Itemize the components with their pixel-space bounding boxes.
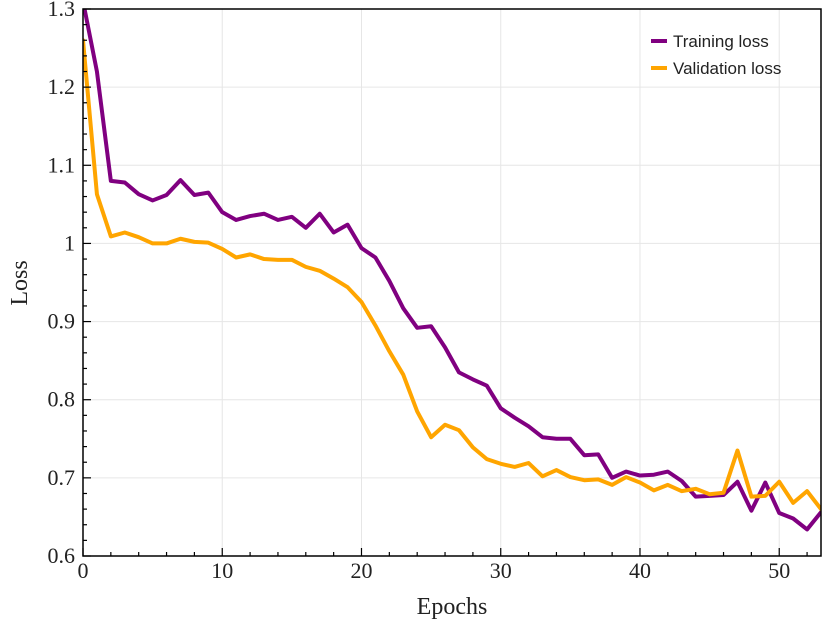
x-tick-label: 20 [350, 558, 372, 583]
legend: Training loss Validation loss [651, 32, 781, 78]
series-layer [83, 9, 821, 532]
tick-layer [82, 8, 808, 557]
x-tick-label: 40 [629, 558, 651, 583]
validation-loss-line [83, 38, 821, 512]
x-tick-label: 30 [490, 558, 512, 583]
plot-frame [82, 8, 822, 557]
y-tick-label: 1.1 [48, 152, 76, 177]
y-tick-label: 0.8 [48, 387, 76, 412]
y-tick-label: 0.9 [48, 309, 76, 334]
y-axis-label: Loss [7, 260, 33, 305]
y-tick-label: 1 [64, 230, 75, 255]
legend-label-training: Training loss [673, 32, 769, 51]
y-tick-label: 1.2 [48, 74, 76, 99]
y-tick-label: 0.6 [48, 543, 76, 568]
legend-label-validation: Validation loss [673, 59, 781, 78]
x-tick-label: 50 [768, 558, 790, 583]
x-tick-label: 0 [78, 558, 89, 583]
training-loss-line [83, 9, 821, 532]
y-tick-label: 1.3 [48, 0, 76, 21]
x-tick-label: 10 [211, 558, 233, 583]
tick-label-layer: 0 10 20 30 40 50 0.6 0.7 0.8 0.9 1 1.1 1.2 1.3 [48, 0, 791, 583]
y-tick-label: 0.7 [48, 465, 76, 490]
grid-layer [83, 9, 821, 556]
x-axis-label: Epochs [417, 594, 488, 620]
